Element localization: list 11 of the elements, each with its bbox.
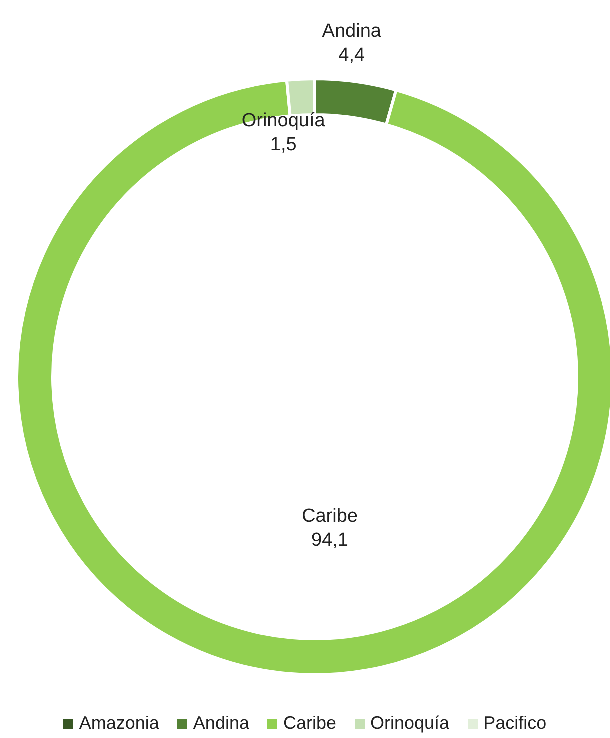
data-label: 4,4 xyxy=(338,44,366,66)
legend-label: Caribe xyxy=(282,713,337,734)
data-label: 1,5 xyxy=(270,134,297,156)
slice-label: Caribe xyxy=(302,506,358,527)
legend-label: Pacifico xyxy=(482,713,547,734)
legend-label: Orinoquía xyxy=(370,713,450,734)
legend-label: Andina xyxy=(192,713,250,734)
legend-label: Amazonia xyxy=(78,713,160,734)
slice-label: Orinoquía xyxy=(242,110,326,132)
slice-label: Andina xyxy=(322,20,382,42)
data-label: 94,1 xyxy=(312,530,348,551)
